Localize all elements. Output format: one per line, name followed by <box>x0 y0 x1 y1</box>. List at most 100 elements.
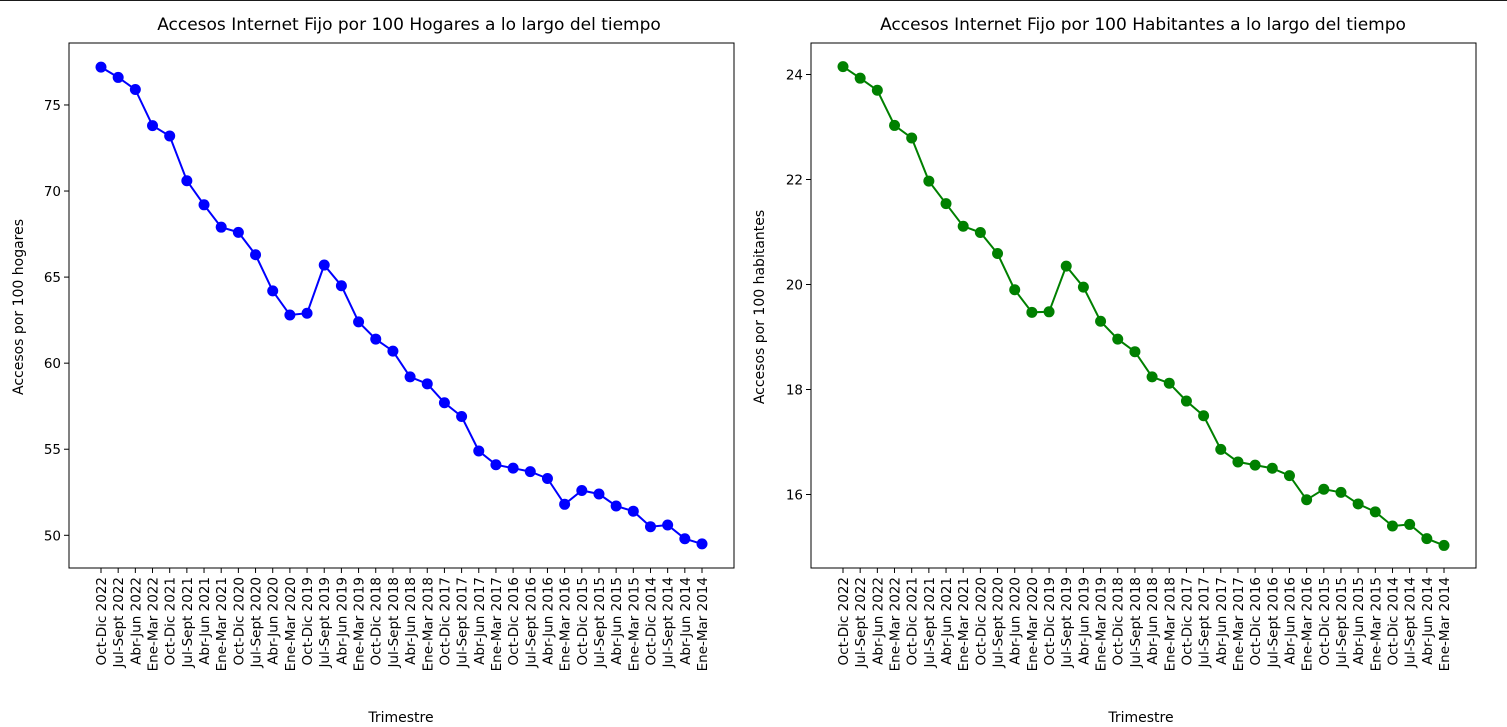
data-point <box>1146 371 1158 383</box>
y-tick-label: 18 <box>786 383 803 399</box>
chart-title: Accesos Internet Fijo por 100 Hogares a … <box>157 15 661 35</box>
chart-habitantes: Accesos Internet Fijo por 100 Habitantes… <box>752 15 1477 726</box>
x-tick-label: Oct-Dic 2020 <box>973 577 989 665</box>
data-point <box>974 227 986 239</box>
x-tick-label: Ene-Mar 2018 <box>1162 577 1178 671</box>
x-tick-label: Oct-Dic 2015 <box>1317 577 1333 665</box>
y-tick-label: 75 <box>44 98 61 114</box>
x-tick-label: Oct-Dic 2014 <box>1385 577 1401 665</box>
x-tick-label: Oct-Dic 2022 <box>836 577 852 665</box>
x-tick-label: Ene-Mar 2014 <box>1437 577 1453 671</box>
x-tick-label: Abr-Jun 2015 <box>1351 577 1367 665</box>
x-tick-label: Jul-Sept 2022 <box>853 577 869 669</box>
x-tick-label: Abr-Jun 2016 <box>1282 577 1298 665</box>
data-point <box>1404 518 1416 530</box>
x-tick-label: Abr-Jun 2018 <box>1145 577 1161 665</box>
data-point <box>1335 486 1347 498</box>
y-tick-label: 55 <box>44 442 61 458</box>
data-point <box>679 533 691 545</box>
x-tick-label: Jul-Sept 2015 <box>1334 577 1350 669</box>
data-point <box>837 61 849 73</box>
data-point <box>164 130 176 142</box>
data-point <box>438 397 450 409</box>
x-tick-label: Jul-Sept 2017 <box>1197 577 1213 669</box>
data-point <box>1421 533 1433 545</box>
data-point <box>318 259 330 271</box>
x-tick-label: Ene-Mar 2021 <box>214 577 230 671</box>
x-tick-label: Ene-Mar 2016 <box>558 577 574 671</box>
x-tick-label: Ene-Mar 2019 <box>352 577 368 671</box>
data-point <box>456 411 468 423</box>
data-point <box>473 445 485 457</box>
data-point <box>421 378 433 390</box>
data-point <box>1095 315 1107 327</box>
data-point <box>1077 281 1089 293</box>
data-point <box>1129 346 1141 358</box>
x-tick-label: Ene-Mar 2015 <box>1368 577 1384 671</box>
plot-frame <box>68 42 735 569</box>
x-tick-label: Abr-Jun 2019 <box>334 577 350 665</box>
x-tick-label: Oct-Dic 2018 <box>369 577 385 665</box>
data-point <box>593 488 605 500</box>
data-point <box>353 316 365 328</box>
x-tick-label: Abr-Jun 2019 <box>1076 577 1092 665</box>
y-tick-label: 20 <box>786 278 803 294</box>
x-tick-label: Oct-Dic 2017 <box>1179 577 1195 665</box>
x-tick-label: Oct-Dic 2016 <box>1248 577 1264 665</box>
x-tick-label: Jul-Sept 2022 <box>111 577 127 669</box>
y-axis-label: Accesos por 100 hogares <box>11 219 27 395</box>
x-tick-label: Ene-Mar 2022 <box>888 577 904 671</box>
data-point <box>1386 520 1398 532</box>
data-point <box>992 248 1004 260</box>
x-tick-label: Abr-Jun 2021 <box>197 577 213 665</box>
x-tick-label: Abr-Jun 2017 <box>472 577 488 665</box>
x-tick-label: Abr-Jun 2016 <box>540 577 556 665</box>
data-point <box>335 280 347 292</box>
data-point <box>627 505 639 517</box>
x-tick-label: Oct-Dic 2022 <box>94 577 110 665</box>
data-point <box>507 462 519 474</box>
data-point <box>906 132 918 144</box>
x-tick-label: Abr-Jun 2020 <box>1008 577 1024 665</box>
data-point <box>370 333 382 345</box>
x-tick-label: Ene-Mar 2020 <box>283 577 299 671</box>
x-tick-label: Jul-Sept 2019 <box>317 577 333 669</box>
series-line <box>100 66 703 545</box>
x-tick-label: Jul-Sept 2014 <box>661 577 677 669</box>
data-point <box>1009 284 1021 296</box>
data-point <box>1301 494 1313 506</box>
x-tick-label: Ene-Mar 2014 <box>695 577 711 671</box>
x-tick-label: Jul-Sept 2018 <box>386 577 402 669</box>
x-tick-label: Ene-Mar 2020 <box>1025 577 1041 671</box>
data-point <box>404 371 416 383</box>
data-point <box>181 175 193 187</box>
x-tick-label: Oct-Dic 2017 <box>437 577 453 665</box>
x-tick-label: Oct-Dic 2019 <box>1042 577 1058 665</box>
data-point <box>854 72 866 84</box>
x-tick-label: Jul-Sept 2016 <box>523 577 539 669</box>
x-tick-label: Oct-Dic 2015 <box>575 577 591 665</box>
data-point <box>923 175 935 187</box>
data-point <box>1266 462 1278 474</box>
data-point <box>889 119 901 131</box>
x-tick-label: Oct-Dic 2020 <box>231 577 247 665</box>
data-point <box>559 498 571 510</box>
y-tick-label: 60 <box>44 356 61 372</box>
y-tick-label: 65 <box>44 270 61 286</box>
x-tick-label: Oct-Dic 2021 <box>163 577 179 665</box>
data-point <box>301 307 313 319</box>
data-point <box>524 466 536 478</box>
data-point <box>250 249 262 261</box>
data-point <box>1043 306 1055 318</box>
y-tick-label: 16 <box>786 488 803 504</box>
x-tick-label: Jul-Sept 2020 <box>249 577 265 669</box>
x-tick-label: Abr-Jun 2014 <box>1420 577 1436 665</box>
x-tick-label: Ene-Mar 2017 <box>1231 577 1247 671</box>
x-tick-label: Abr-Jun 2022 <box>870 577 886 665</box>
y-axis-label: Accesos por 100 habitantes <box>752 210 768 404</box>
data-point <box>198 199 210 211</box>
x-tick-label: Ene-Mar 2021 <box>956 577 972 671</box>
data-point <box>1180 395 1192 407</box>
x-tick-label: Abr-Jun 2021 <box>939 577 955 665</box>
